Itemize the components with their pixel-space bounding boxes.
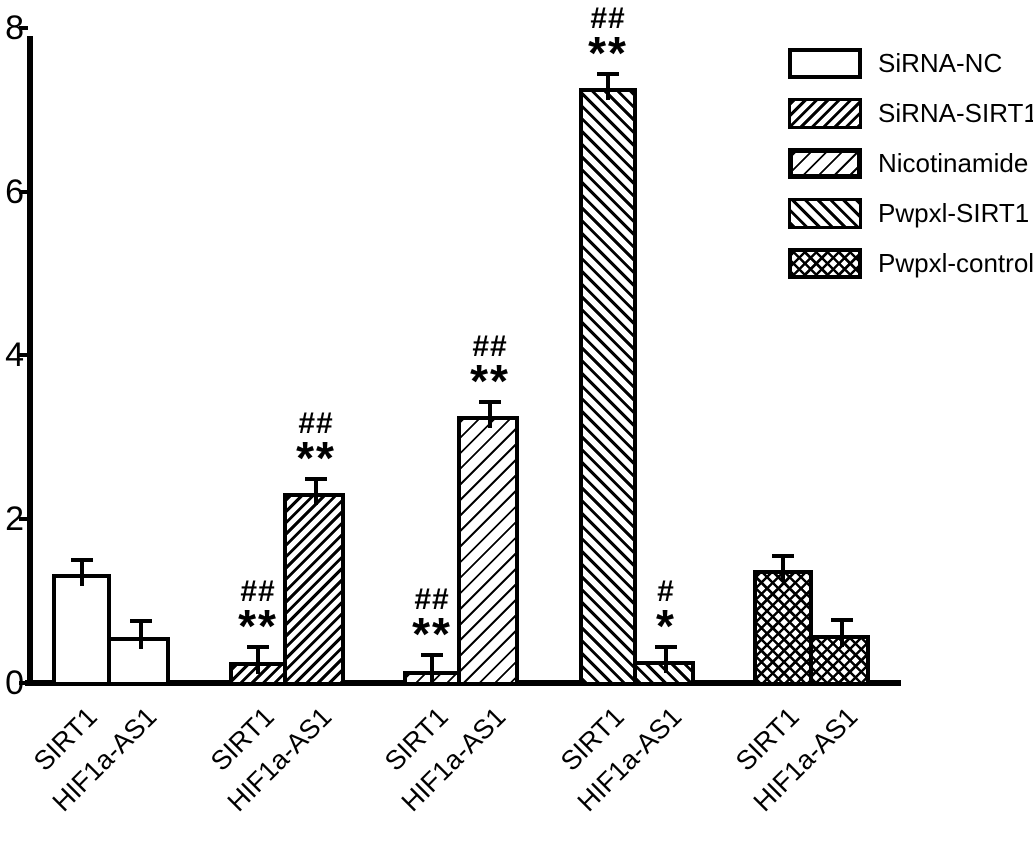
significance-hash-marker: ## — [472, 329, 508, 363]
error-bar-cap — [597, 72, 619, 77]
error-bar-cap — [305, 477, 327, 482]
error-bar-cap — [129, 619, 152, 624]
legend-label: SiRNA-SIRT1 — [878, 98, 1033, 128]
legend-swatch — [788, 48, 862, 79]
legend-label: Pwpxl-control — [878, 248, 1033, 278]
error-bar-stem — [781, 555, 785, 582]
error-bar-cap — [772, 553, 794, 558]
significance-hash-marker: ## — [414, 582, 450, 616]
y-axis-tick-mark — [19, 189, 28, 194]
legend-swatch — [788, 98, 862, 129]
legend-label: Pwpxl-SIRT1 — [878, 198, 1030, 228]
significance-star-marker: ** — [470, 354, 510, 407]
significance-hash-marker: ## — [590, 2, 626, 36]
error-bar-cap — [830, 618, 853, 623]
legend-label: Nicotinamide — [878, 148, 1029, 178]
error-bar-stem — [256, 646, 260, 674]
error-bar-stem — [79, 559, 84, 587]
legend-label: SiRNA-NC — [878, 48, 1003, 78]
bar — [283, 492, 345, 686]
legend-swatch — [788, 248, 862, 279]
y-axis-tick-label: 8 — [5, 8, 24, 47]
error-bar-stem — [314, 479, 318, 505]
error-bar-stem — [839, 620, 844, 648]
error-bar-cap — [247, 644, 269, 649]
error-bar-stem — [664, 647, 668, 673]
bar — [753, 569, 813, 686]
y-axis-tick-mark — [19, 681, 28, 685]
error-bar-cap — [70, 557, 93, 562]
y-axis-tick-mark — [19, 517, 28, 522]
bar — [457, 416, 519, 686]
error-bar-stem — [488, 401, 492, 428]
y-axis-tick-mark — [19, 353, 28, 358]
y-axis-tick-label: 6 — [5, 172, 24, 211]
significance-star-marker: ** — [296, 432, 336, 485]
legend-swatch — [788, 198, 862, 229]
significance-star-marker: ** — [412, 607, 452, 660]
significance-hash-marker: ## — [298, 407, 334, 441]
bar — [52, 574, 111, 686]
y-axis-tick-label: 0 — [5, 664, 24, 702]
error-bar-stem — [606, 74, 610, 100]
legend-swatch — [788, 148, 862, 179]
error-bar-cap — [421, 652, 443, 657]
error-bar-stem — [138, 621, 143, 650]
y-axis-tick-mark — [19, 25, 28, 30]
error-bar-stem — [430, 654, 434, 683]
significance-star-marker: * — [656, 600, 676, 653]
error-bar-cap — [479, 399, 501, 404]
y-axis-line — [27, 36, 33, 686]
y-axis-tick-label: 4 — [5, 336, 24, 375]
significance-hash-marker: # — [657, 575, 675, 609]
bar — [579, 87, 637, 686]
y-axis-tick-label: 2 — [5, 500, 24, 539]
significance-hash-marker: ## — [240, 574, 276, 608]
significance-star-marker: ** — [238, 599, 278, 652]
significance-star-marker: ** — [588, 27, 628, 80]
error-bar-cap — [655, 645, 677, 650]
